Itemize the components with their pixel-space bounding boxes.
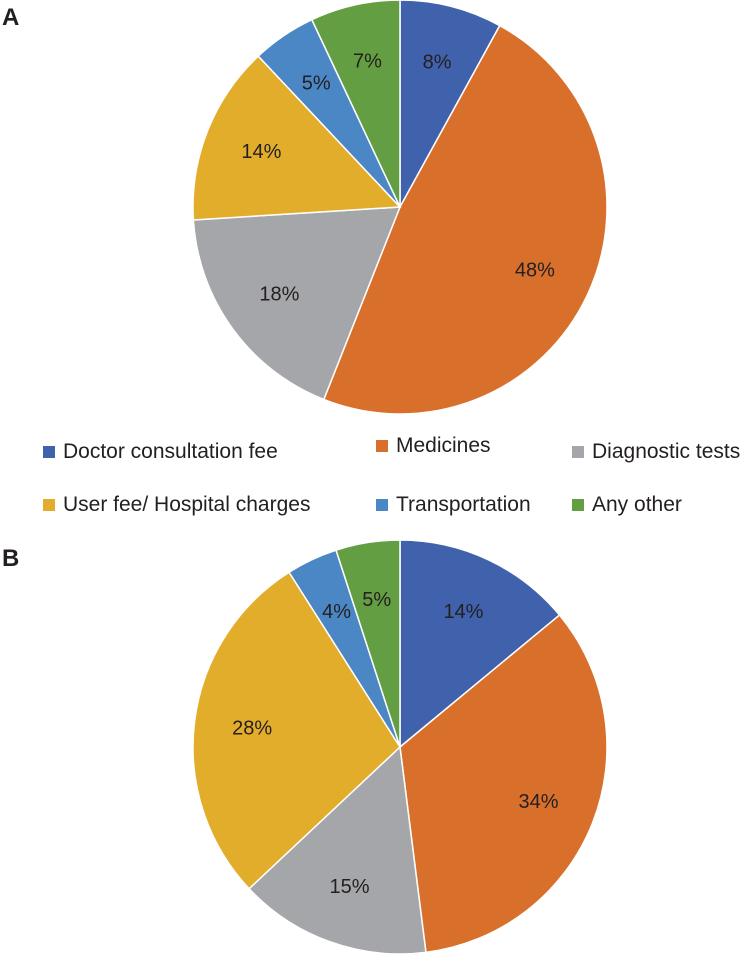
data-label-diagnostic-tests: 18% bbox=[259, 284, 299, 306]
legend-swatch bbox=[376, 499, 388, 511]
panel-letter-a: A bbox=[2, 4, 20, 31]
pie-slice-medicines bbox=[399, 613, 608, 954]
pie-slice-doctor-consultation-fee bbox=[399, 0, 501, 208]
legend-swatch bbox=[376, 440, 388, 452]
data-label-user-fee-hospital-charges: 28% bbox=[232, 717, 272, 739]
data-label-medicines: 34% bbox=[519, 791, 559, 813]
data-label-any-other: 5% bbox=[362, 589, 391, 611]
legend-label: Medicines bbox=[396, 434, 491, 457]
legend-label: Diagnostic tests bbox=[592, 440, 741, 463]
data-label-any-other: 7% bbox=[353, 51, 382, 73]
legend-item-diagnostic-tests: Diagnostic tests bbox=[572, 440, 740, 464]
data-label-doctor-consultation-fee: 14% bbox=[443, 601, 483, 623]
legend-swatch bbox=[572, 499, 584, 511]
legend-swatch bbox=[572, 446, 584, 458]
legend-label: Doctor consultation fee bbox=[63, 440, 278, 463]
data-label-transportation: 4% bbox=[322, 601, 351, 623]
data-label-transportation: 5% bbox=[302, 73, 331, 95]
legend-swatch bbox=[43, 499, 55, 511]
data-label-diagnostic-tests: 15% bbox=[329, 876, 369, 898]
legend-swatch bbox=[43, 446, 55, 458]
data-label-doctor-consultation-fee: 8% bbox=[423, 52, 452, 74]
pie-slice-diagnostic-tests bbox=[192, 206, 402, 401]
legend-item-user-fee-hospital-charges: User fee/ Hospital charges bbox=[43, 493, 310, 517]
legend-item-transportation: Transportation bbox=[376, 493, 531, 517]
panel-letter-b: B bbox=[2, 545, 20, 572]
legend-item-doctor-consultation-fee: Doctor consultation fee bbox=[43, 440, 278, 464]
legend-item-any-other: Any other bbox=[572, 493, 682, 517]
pie-slice-user-fee-hospital-charges bbox=[192, 571, 401, 890]
pie-slice-any-other bbox=[335, 539, 401, 748]
legend-label: Any other bbox=[592, 493, 682, 516]
pie-chart-a: 8% 48% 18% 14% 5% 7% bbox=[192, 0, 608, 415]
legend-item-medicines: Medicines bbox=[376, 434, 491, 458]
legend-label: Transportation bbox=[396, 493, 531, 516]
chart-legend: Doctor consultation fee Medicines Diagno… bbox=[0, 430, 755, 530]
legend-label: User fee/ Hospital charges bbox=[63, 493, 311, 516]
pie-slice-user-fee-hospital-charges bbox=[192, 55, 402, 221]
data-label-medicines: 48% bbox=[515, 259, 555, 281]
pie-slice-doctor-consultation-fee bbox=[399, 539, 561, 749]
data-label-user-fee-hospital-charges: 14% bbox=[241, 141, 281, 163]
pie-slice-medicines bbox=[322, 24, 608, 415]
pie-slice-any-other bbox=[310, 0, 401, 208]
pie-slice-diagnostic-tests bbox=[248, 745, 427, 955]
